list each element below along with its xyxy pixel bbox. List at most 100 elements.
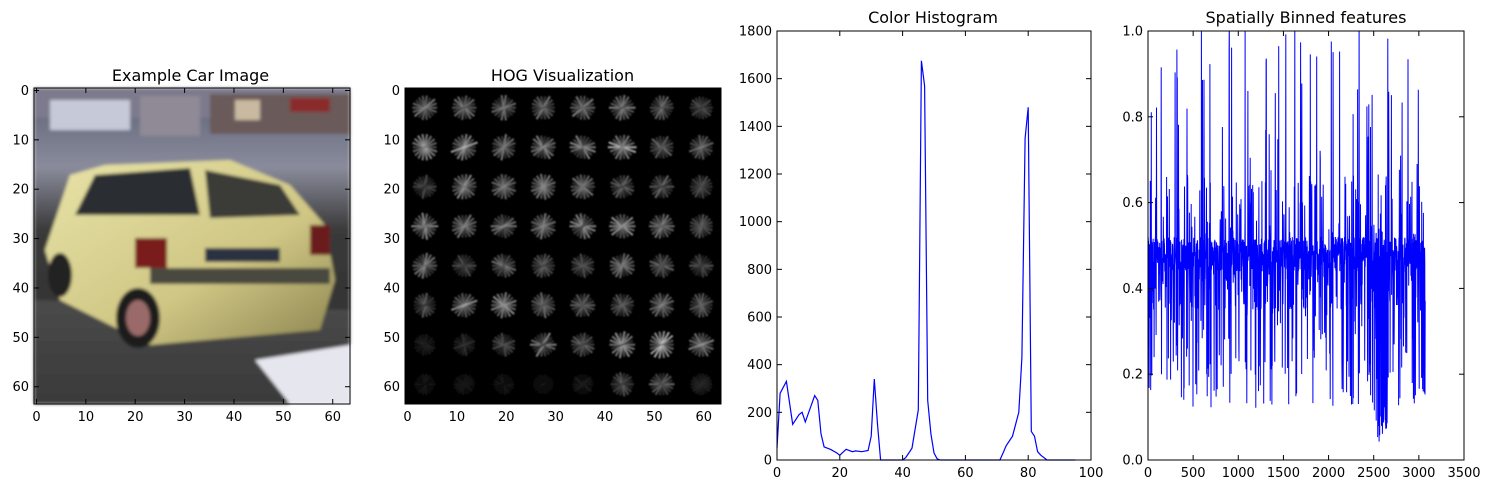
- hog-gradient-stroke: [414, 340, 436, 350]
- hog-cell: [491, 134, 516, 161]
- hog-cell: [452, 95, 477, 121]
- hog-cell: [531, 292, 556, 319]
- color-histogram-ytick-label: 0: [764, 454, 772, 469]
- hog-image-background: [405, 88, 721, 404]
- hog-gradient-stroke: [611, 339, 634, 350]
- hog-cell: [493, 373, 515, 395]
- color-histogram-ytick-label: 800: [747, 263, 772, 278]
- hog-gradient-stroke: [530, 181, 556, 193]
- hog-cell: [689, 96, 713, 120]
- hog-xtick-label: 0: [403, 410, 411, 425]
- car-image-ytick-label: 10: [12, 133, 29, 148]
- hog-cell: [412, 252, 438, 279]
- hog-gradient-stroke: [611, 379, 633, 390]
- car-image-panel: Example Car Image 0 10 20 30 40 50 60010203040…: [12, 66, 351, 425]
- car-image-title: Example Car Image: [112, 66, 269, 85]
- hog-cell: [569, 135, 596, 160]
- hog-gradient-stroke: [610, 102, 634, 113]
- spatial-bin-xtick-label: 3000: [1402, 466, 1435, 481]
- spatial-bin-title: Spatially Binned features: [1206, 8, 1407, 27]
- car-image-xtick-label: 0: [32, 410, 40, 425]
- hog-gradient-stroke: [650, 142, 674, 153]
- hog-cell: [411, 212, 439, 240]
- hog-gradient-stroke: [650, 181, 673, 192]
- hog-cell: [491, 253, 517, 278]
- hog-gradient-stroke: [491, 181, 517, 193]
- hog-gradient-stroke: [690, 260, 713, 271]
- hog-gradient-stroke: [414, 300, 436, 311]
- hog-image-frame: [404, 87, 722, 405]
- hog-cell: [452, 174, 477, 200]
- hog-gradient-stroke: [412, 220, 437, 232]
- hog-gradient-stroke: [649, 299, 675, 311]
- hog-cell: [609, 213, 636, 239]
- hog-ytick-label: 50: [383, 331, 400, 346]
- spatial-bin-panel: Spatially Binned features 0 500 1000 1500 20…: [1122, 8, 1480, 481]
- hog-gradient-stroke: [571, 339, 594, 350]
- color-histogram-frame: [776, 30, 1092, 461]
- color-histogram-ytick-label: 1800: [739, 25, 772, 40]
- spatial-bin-ytick-label: 1.0: [1122, 25, 1143, 40]
- hog-gradient-stroke: [571, 102, 595, 113]
- spatial-bin-ytick-label: 0.8: [1122, 110, 1143, 125]
- color-histogram-ytick-label: 600: [747, 311, 772, 326]
- hog-cell: [610, 293, 634, 317]
- hog-cell: [490, 214, 517, 239]
- hog-gradient-stroke: [453, 260, 476, 271]
- hog-gradient-stroke: [688, 141, 714, 153]
- hog-gradient-stroke: [609, 220, 635, 232]
- hog-gradient-stroke: [412, 102, 437, 114]
- hog-cell: [530, 173, 556, 200]
- hog-cell: [570, 174, 595, 200]
- hog-cell: [649, 330, 674, 359]
- hog-gradient-stroke: [688, 339, 715, 351]
- hog-cell: [531, 95, 555, 120]
- spatial-bin-xtick-label: 2000: [1312, 466, 1345, 481]
- car-image-ytick-label: 40: [12, 281, 29, 296]
- hog-gradient-stroke: [649, 339, 674, 350]
- hog-gradient-stroke: [533, 379, 554, 389]
- color-histogram-ytick-label: 200: [747, 406, 772, 421]
- hog-gradient-stroke: [413, 181, 436, 192]
- hog-cell: [491, 173, 517, 200]
- hog-cell: [529, 332, 557, 358]
- hog-xtick-label: 50: [646, 410, 663, 425]
- hog-gradient-stroke: [450, 299, 478, 311]
- hog-gradient-stroke: [531, 300, 555, 311]
- color-histogram-line: [776, 60, 1076, 461]
- hog-gradient-stroke: [490, 299, 517, 311]
- hog-gradient-stroke: [492, 260, 516, 271]
- color-histogram-panel: Color Histogram 0 20 40 60 80 100020040060080…: [739, 8, 1104, 481]
- hog-ytick-label: 20: [383, 183, 400, 198]
- hog-cell: [649, 95, 674, 121]
- hog-ytick-label: 0: [392, 84, 400, 99]
- hog-cell: [690, 373, 713, 396]
- hog-xtick-label: 20: [498, 410, 515, 425]
- color-histogram-ytick-label: 1600: [739, 72, 772, 87]
- hog-cell: [570, 293, 596, 318]
- hog-cell: [648, 372, 675, 396]
- hog-gradient-stroke: [452, 181, 477, 193]
- hog-cell: [688, 332, 715, 357]
- hog-cell: [413, 292, 436, 318]
- hog-gradient-stroke: [689, 221, 713, 232]
- color-histogram-ytick-label: 1400: [739, 120, 772, 135]
- car-image: [34, 88, 350, 404]
- hog-cell: [650, 135, 674, 159]
- hog-gradient-stroke: [453, 379, 475, 389]
- car-image-xtick-label: 60: [324, 410, 341, 425]
- hog-ytick-label: 60: [383, 380, 400, 395]
- spatial-bin-xtick-label: 0: [1144, 466, 1152, 481]
- hog-cell: [610, 175, 635, 199]
- hog-cell: [649, 175, 675, 199]
- car-image-xtick-label: 20: [127, 410, 144, 425]
- spatial-bin-xtick-label: 1500: [1267, 466, 1300, 481]
- car-image-xtick-label: 30: [176, 410, 193, 425]
- hog-cell: [412, 95, 438, 121]
- spatial-bin-frame: [1147, 30, 1465, 461]
- hog-gradient-stroke: [531, 102, 555, 113]
- hog-cell: [414, 373, 436, 395]
- hog-cell: [532, 373, 554, 395]
- hog-gradient-stroke: [690, 102, 712, 113]
